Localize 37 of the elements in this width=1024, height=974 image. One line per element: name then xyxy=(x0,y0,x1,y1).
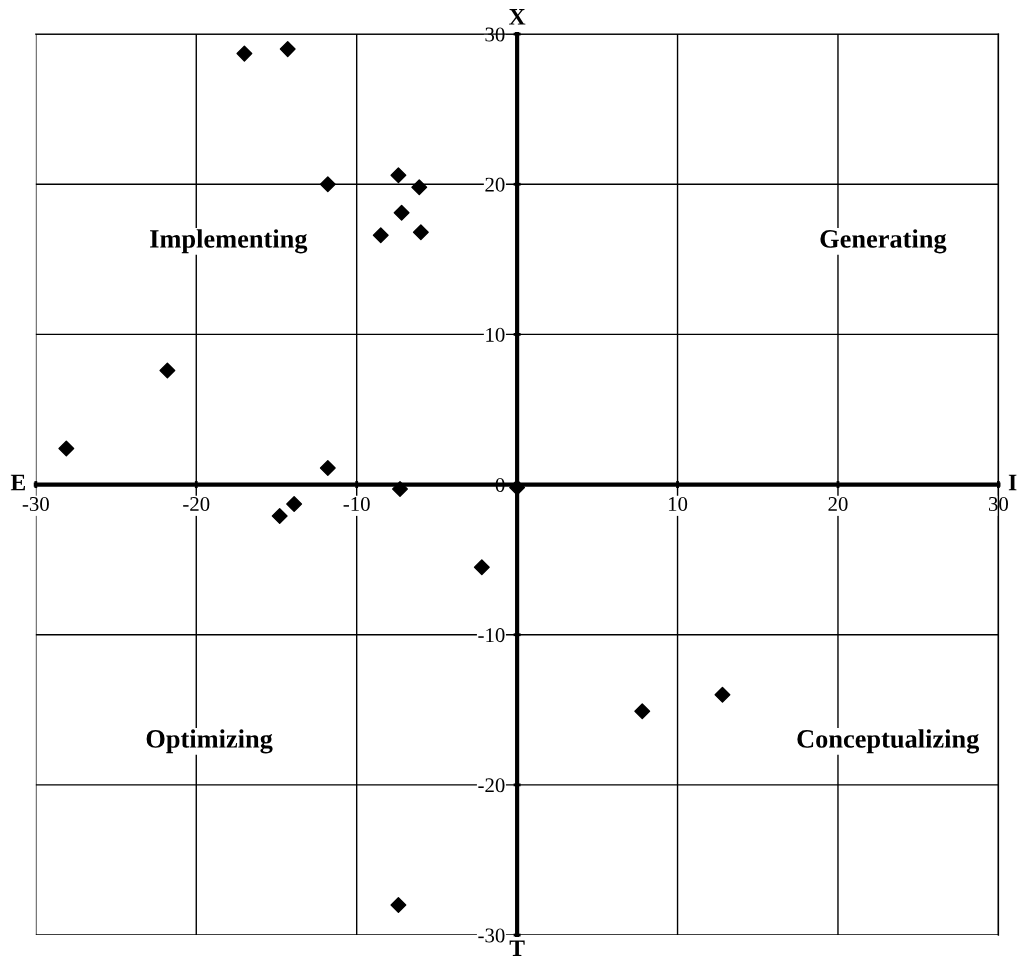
point xyxy=(473,559,490,576)
x-tick-label: -20 xyxy=(183,496,210,512)
point xyxy=(286,496,303,513)
annotation: Implementing xyxy=(150,229,308,254)
text: E xyxy=(10,474,25,491)
point xyxy=(236,45,253,62)
text: I xyxy=(1008,474,1017,491)
text: X xyxy=(509,9,526,25)
point xyxy=(271,508,288,525)
point xyxy=(509,479,526,496)
point xyxy=(279,41,296,58)
annotation: Conceptualizing xyxy=(797,729,980,754)
y-tick-label: -30 xyxy=(478,928,505,943)
text: T xyxy=(509,940,525,956)
x-tick-label: -10 xyxy=(343,496,370,512)
point xyxy=(411,179,428,196)
point xyxy=(319,460,336,477)
point xyxy=(372,227,389,244)
point xyxy=(634,703,651,720)
y-tick-label: -10 xyxy=(478,628,505,643)
point xyxy=(392,481,408,498)
x-tick-label: 20 xyxy=(828,496,848,512)
point xyxy=(58,440,75,457)
point xyxy=(159,362,176,379)
point xyxy=(393,204,410,221)
x-tick-label: -30 xyxy=(22,496,49,512)
x-tick-label: 10 xyxy=(668,496,688,512)
point xyxy=(412,224,429,241)
y-tick-label: 10 xyxy=(486,327,505,342)
point xyxy=(714,686,731,703)
annotation: Optimizing xyxy=(146,729,273,754)
y-tick-label: 20 xyxy=(485,177,505,192)
point xyxy=(390,897,407,913)
y-tick-label: -20 xyxy=(478,778,505,793)
point xyxy=(390,167,407,184)
point xyxy=(319,176,336,193)
annotation: Generating xyxy=(820,229,947,254)
